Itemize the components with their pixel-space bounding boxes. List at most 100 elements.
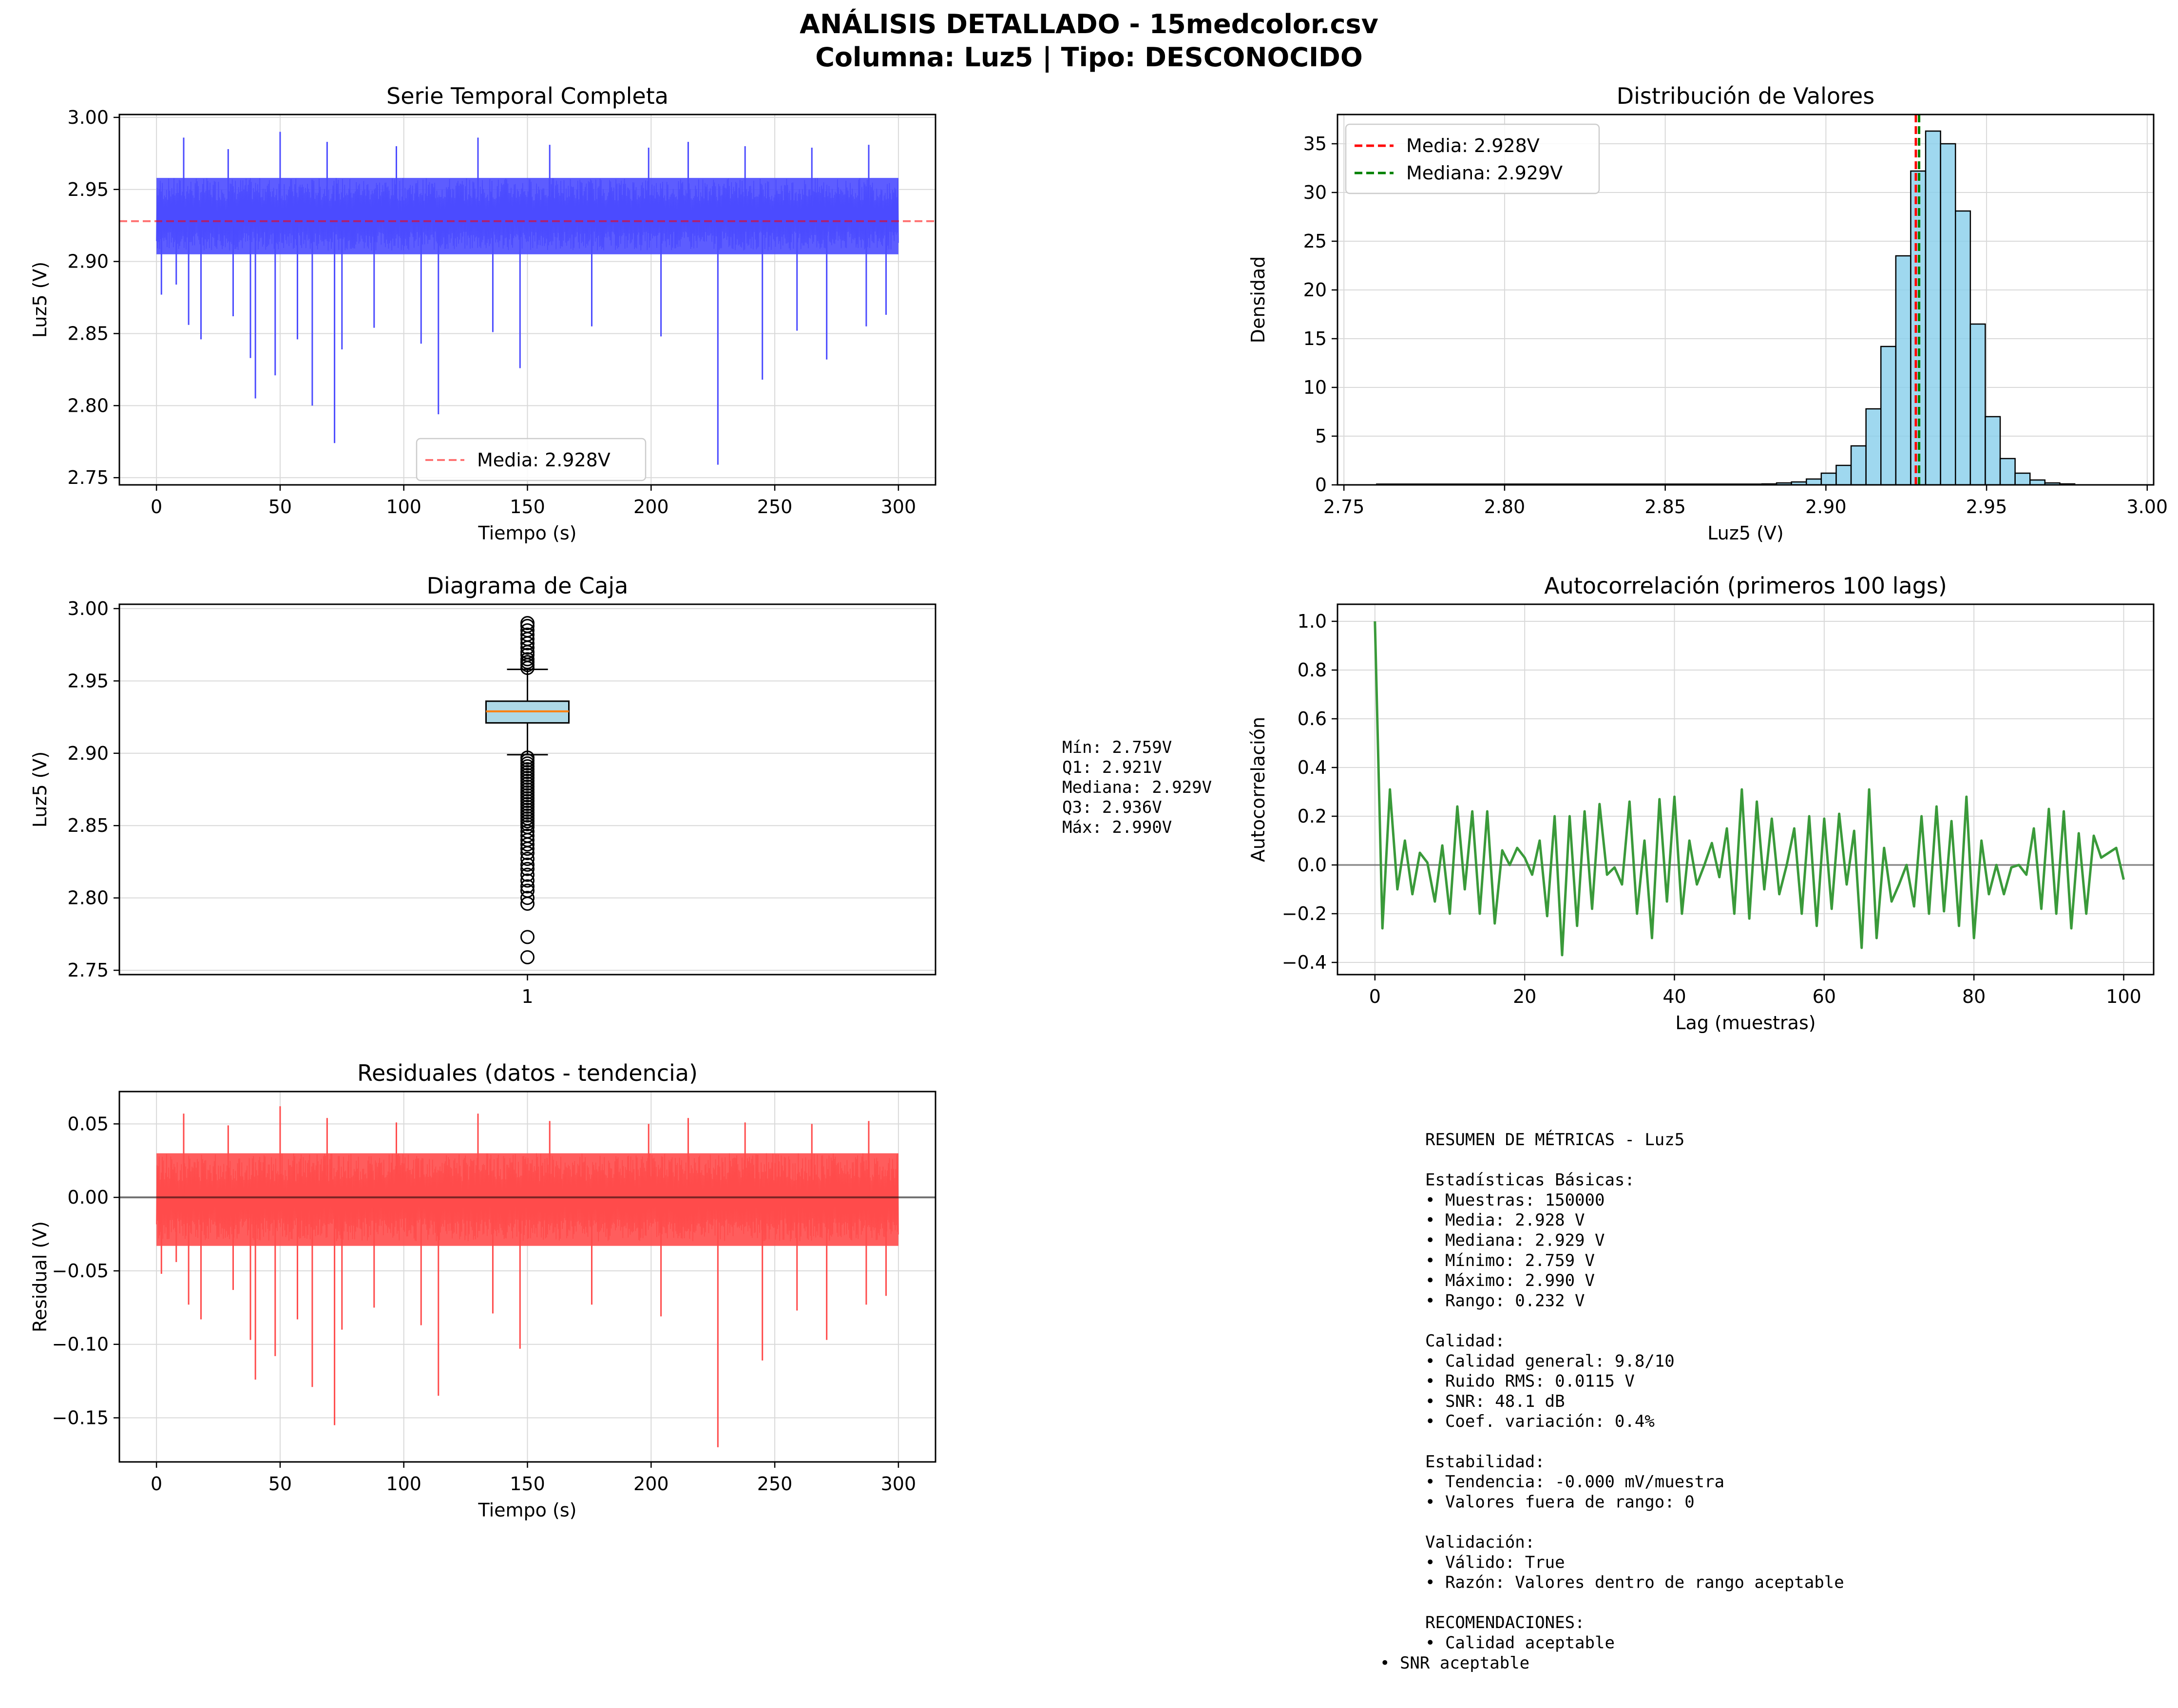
x-ticks: 1 xyxy=(521,975,534,1007)
legend-frame xyxy=(1345,123,1600,194)
x-tick-label: 300 xyxy=(881,1473,917,1495)
summary-line: Calidad: xyxy=(1425,1331,1505,1351)
chart-title: Autocorrelación (primeros 100 lags) xyxy=(1544,573,1947,599)
y-tick-label: 2.85 xyxy=(67,323,109,344)
outlier-point xyxy=(520,897,535,911)
summary-line: • Mediana: 2.929 V xyxy=(1425,1231,1605,1250)
x-tick-label: 100 xyxy=(386,496,421,518)
x-tick-label: 2.75 xyxy=(1323,496,1365,518)
panels: 0 50 100 150 200 250 3002.752.802.852.902.953.… xyxy=(29,83,2168,1521)
axes: 2.75 2.80 2.85 2.90 2.95 3.00 xyxy=(67,598,119,981)
summary-line: • Calidad general: 9.8/10 xyxy=(1425,1351,1675,1371)
chart-title: Diagrama de Caja xyxy=(427,573,629,599)
axes: 0 50 100 150 200 250 300 −0.15 −0.10 −0.05 0.00 0.0… xyxy=(52,1113,917,1495)
summary-line: • Ruido RMS: 0.0115 V xyxy=(1425,1372,1635,1391)
x-axis-label: Tiempo (s) xyxy=(478,1499,577,1521)
summary-line: • Válido: True xyxy=(1425,1553,1565,1572)
outlier-point xyxy=(520,837,535,852)
summary-line: RECOMENDACIONES: xyxy=(1425,1613,1585,1632)
y-tick-label: 0.8 xyxy=(1298,659,1327,681)
chart-title: Distribución de Valores xyxy=(1617,83,1875,109)
plot-area xyxy=(1337,621,2154,957)
figure-title-line1: ANÁLISIS DETALLADO - 15medcolor.csv xyxy=(800,9,1378,39)
y-tick-label: 2.85 xyxy=(67,815,109,836)
x-tick-label: 250 xyxy=(757,1473,793,1495)
box-stats-line: Máx: 2.990V xyxy=(1062,818,1172,837)
plot-area xyxy=(119,132,936,465)
y-axis-label: Autocorrelación xyxy=(1247,717,1269,862)
y-axis-label: Residual (V) xyxy=(29,1221,51,1332)
outlier-point xyxy=(520,640,535,655)
hist-bar xyxy=(1895,255,1911,485)
summary-line: • Coef. variación: 0.4% xyxy=(1425,1412,1655,1431)
summary-line: Estabilidad: xyxy=(1425,1452,1545,1472)
box-stats-line: Mín: 2.759V xyxy=(1062,738,1172,757)
hist-bar xyxy=(1940,143,1956,485)
y-tick-label: 0.0 xyxy=(1298,854,1327,876)
x-axis-label: Tiempo (s) xyxy=(478,522,577,544)
outlier-point xyxy=(520,846,535,861)
y-tick-label: −0.10 xyxy=(52,1334,109,1355)
plot-border xyxy=(118,114,936,486)
x-tick-label: 100 xyxy=(2106,986,2141,1007)
chart-serie-temporal: 0 50 100 150 200 250 300 2.75 2.80 2.85 2.90 2.95 3.… xyxy=(29,83,936,544)
outlier-point xyxy=(520,879,535,894)
x-tick-label: 250 xyxy=(757,496,793,518)
y-tick-label: 1.0 xyxy=(1298,611,1327,632)
y-tick-label: 25 xyxy=(1303,230,1327,252)
hist-bar xyxy=(1835,464,1852,485)
hist-bar xyxy=(1985,416,2001,485)
y-tick-label: 2.90 xyxy=(67,251,109,272)
y-tick-label: 0.05 xyxy=(67,1113,109,1134)
plot-border xyxy=(118,603,936,976)
hist-bar xyxy=(1955,210,1971,485)
x-tick-label: 2.80 xyxy=(1484,496,1526,518)
x-axis-label: Lag (muestras) xyxy=(1675,1012,1815,1034)
hist-bar xyxy=(1806,478,1822,485)
box-stats-line: Q3: 2.936V xyxy=(1062,798,1162,817)
outlier-point xyxy=(520,862,535,876)
summary-line: • Mínimo: 2.759 V xyxy=(1425,1251,1595,1270)
x-tick-label: 20 xyxy=(1513,986,1536,1007)
summary-line: • Calidad aceptable xyxy=(1425,1633,1615,1653)
y-tick-label: 30 xyxy=(1303,182,1327,203)
y-tick-label: 2.95 xyxy=(67,670,109,691)
chart-title: Residuales (datos - tendencia) xyxy=(357,1060,698,1086)
legend: Media: 2.928V xyxy=(416,438,647,481)
y-tick-label: 0 xyxy=(1315,474,1327,496)
legend-frame xyxy=(416,438,647,481)
x-tick-label: 0 xyxy=(1369,986,1381,1007)
hist-bar xyxy=(1820,472,1837,485)
chart-autocorrelacion: 0 20 40 60 80 100 −0.4 −0.2 0.0 0.2 0.4 0.6 0.8 1.0 Au… xyxy=(1247,573,2155,1034)
summary-line: • Media: 2.928 V xyxy=(1425,1210,1585,1230)
y-tick-label: 0.6 xyxy=(1298,708,1327,729)
outlier-point xyxy=(520,930,535,944)
y-tick-label: 35 xyxy=(1303,133,1327,154)
y-tick-label: 2.80 xyxy=(67,887,109,909)
summary-line: • SNR: 48.1 dB xyxy=(1425,1392,1565,1411)
x-tick-label: 50 xyxy=(268,1473,292,1495)
x-tick-label: 100 xyxy=(386,1473,421,1495)
x-tick-label: 2.85 xyxy=(1644,496,1686,518)
y-axis-label: Luz5 (V) xyxy=(29,751,51,827)
x-tick-label: 150 xyxy=(510,1473,545,1495)
y-tick-label: −0.4 xyxy=(1282,952,1327,973)
summary-line: • Valores fuera de rango: 0 xyxy=(1425,1492,1695,1512)
outlier-point xyxy=(520,857,535,872)
y-tick-label: −0.05 xyxy=(52,1260,109,1282)
y-tick-label: 0.4 xyxy=(1298,757,1327,778)
box-stats-line: Q1: 2.921V xyxy=(1062,758,1162,777)
x-tick-label: 200 xyxy=(633,1473,669,1495)
x-tick-label: 50 xyxy=(268,496,292,518)
x-tick-label: 2.95 xyxy=(1966,496,2007,518)
x-tick-label: 2.90 xyxy=(1805,496,1847,518)
plot-border xyxy=(1337,603,2155,976)
chart-residuales: 0 50 100 150 200 250 300 −0.15 −0.10 −0.05 0.00 0.0… xyxy=(29,1060,936,1521)
summary-line: • Rango: 0.232 V xyxy=(1425,1291,1585,1310)
box-stats-line: Mediana: 2.929V xyxy=(1062,778,1212,797)
summary-line: • Razón: Valores dentro de rango aceptab… xyxy=(1425,1573,1844,1593)
y-tick-label: 10 xyxy=(1303,377,1327,398)
y-tick-label: 2.75 xyxy=(67,960,109,981)
outlier-point xyxy=(520,950,535,964)
